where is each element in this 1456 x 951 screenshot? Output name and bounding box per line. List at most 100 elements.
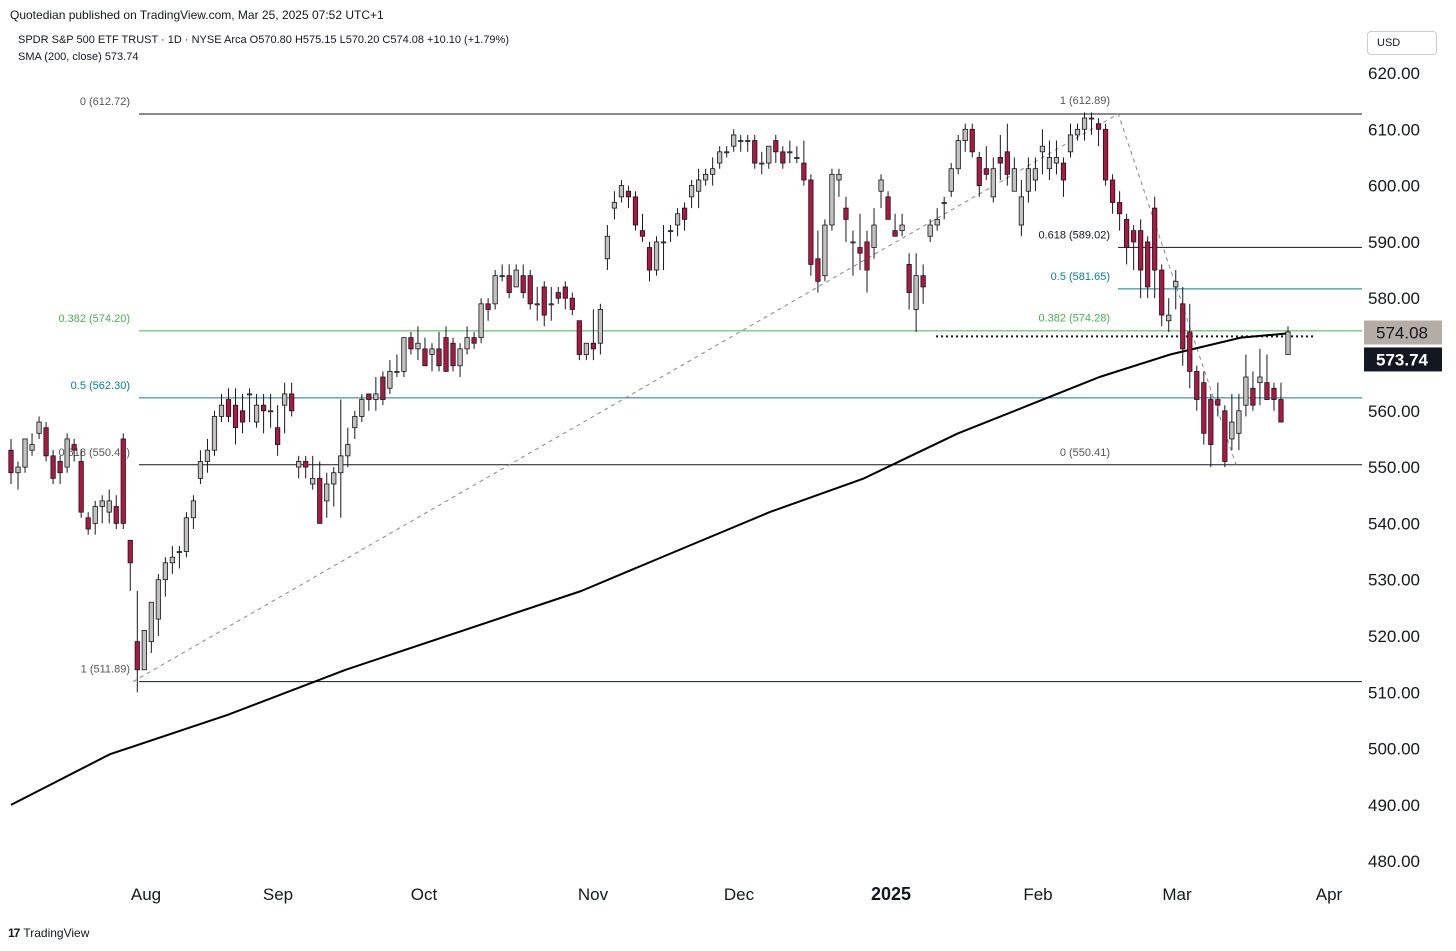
candle-body [562,286,568,299]
candle-body [141,629,147,671]
candle [801,140,807,186]
candle [1138,219,1144,299]
candle [1032,157,1039,192]
candle-body [1039,145,1046,153]
candle-body [1250,387,1256,406]
candle-body [1215,399,1221,406]
candle [681,202,688,231]
candle-body [1264,382,1270,400]
candle [1039,129,1046,175]
symbol-info[interactable]: SPDR S&P 500 ETF TRUST · 1D · NYSE Arca … [18,34,509,46]
candle [57,455,63,484]
candle [710,157,716,186]
candle-body [148,601,154,643]
sma-layer [10,332,1289,806]
candle [282,382,288,434]
fib-label: 1 (511.89) [81,664,130,676]
candle [289,382,295,417]
candle [983,146,989,180]
candle-body [183,517,190,552]
candle-body [983,168,989,175]
candle-body [1271,387,1277,400]
candle [1236,393,1242,451]
candle-body [211,416,218,451]
candle [745,134,751,152]
candle [345,427,351,468]
candle-body [1201,382,1207,434]
candle-body [829,173,835,226]
candle-body [50,455,56,479]
time-tick-label: Feb [1023,885,1052,904]
candle-body [801,162,807,181]
candle [604,225,611,271]
candle [85,512,91,535]
candle-body [1046,157,1053,170]
candle-body [583,342,589,355]
candle-body [948,168,954,192]
candle [15,461,21,490]
candle-body [703,173,709,181]
candle-body [1187,331,1193,372]
candle-body [1159,269,1165,316]
candle [674,208,681,237]
candle [92,500,98,535]
candle-body [113,506,119,524]
candle-body [759,162,765,165]
candle [752,134,758,169]
candle [639,213,646,242]
candle [422,337,428,367]
candle [148,601,154,653]
candle [1102,123,1109,186]
fib-label: 0.5 (581.65) [1051,271,1110,283]
candle-body [639,230,646,237]
candle [836,168,842,197]
candle-body [1173,280,1179,288]
candle-body [190,500,197,519]
price-tick-label: 610.00 [1368,120,1420,139]
candle-body [450,342,456,367]
candle [253,393,260,428]
candle-body [1194,370,1200,400]
candle-body [1095,123,1102,130]
candle [331,467,337,507]
candle-body [780,151,786,164]
candle [899,213,905,237]
candle [1046,140,1053,180]
candle-body [268,410,274,413]
candle [864,230,870,293]
candle-body [941,202,947,204]
tradingview-footer[interactable]: 17 TradingView [8,926,89,940]
candle-body [604,235,611,260]
candle-body [464,337,470,350]
candle [246,388,253,423]
price-tick-label: 500.00 [1368,740,1420,759]
candle [997,134,1003,180]
candle-body [366,393,372,400]
candle [759,151,765,175]
sma-legend[interactable]: SMA (200, close) 573.74 [18,51,139,63]
candle [106,489,112,524]
candle [857,213,863,271]
candle [197,450,204,484]
currency-selector[interactable]: USD [1367,31,1437,55]
candle-body [338,455,344,474]
candle-body [738,140,744,142]
candle-body [555,292,561,299]
candle-body [99,500,105,507]
candle-body [857,247,863,254]
candle-body [282,393,288,406]
candle-body [976,157,982,186]
candle [1152,196,1158,299]
candle-body [731,134,737,147]
candle-body [667,230,674,233]
candle-body [429,348,435,355]
candle [618,179,625,203]
candle-body [457,348,463,367]
candle-body [1053,157,1060,164]
candle [934,208,940,231]
candle [562,281,568,310]
candle [499,264,505,282]
price-tick-label: 530.00 [1368,571,1420,590]
candle [1208,393,1214,468]
